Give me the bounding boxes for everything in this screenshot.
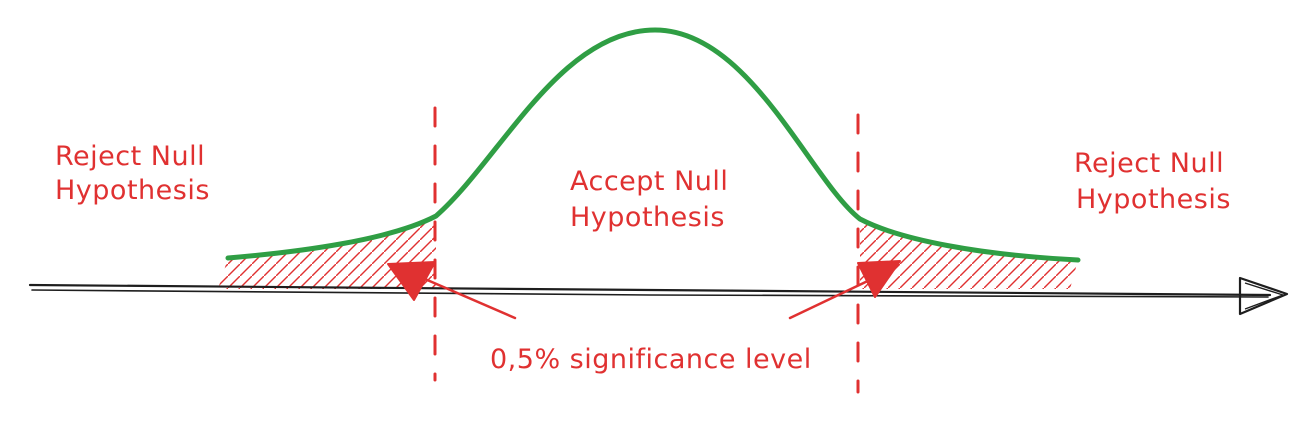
reject-left-label-line2: Hypothesis (55, 175, 210, 206)
reject-right-label-line1: Reject Null (1074, 148, 1224, 179)
right-pointer-arrow (788, 260, 901, 320)
reject-right-label-line2: Hypothesis (1076, 184, 1231, 215)
accept-label-line1: Accept Null (570, 166, 728, 197)
x-axis-arrow (28, 276, 1289, 316)
reject-left-label-line1: Reject Null (55, 141, 205, 172)
distribution-curve (225, 27, 1081, 263)
left-pointer-arrow (387, 261, 517, 320)
accept-label-line2: Hypothesis (570, 202, 725, 233)
significance-level-label: 0,5% significance level (490, 344, 812, 375)
